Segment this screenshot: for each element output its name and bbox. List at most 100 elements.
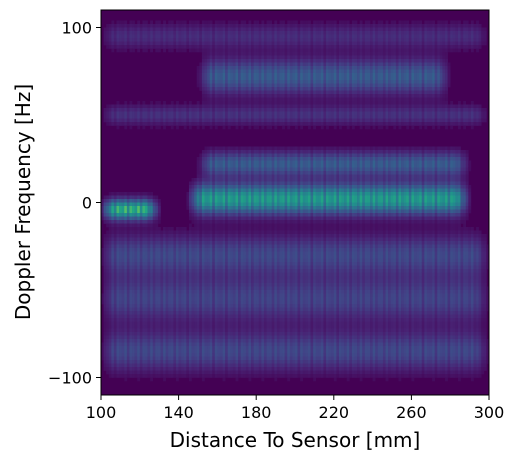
heatmap-cell	[253, 223, 257, 228]
heatmap-cell	[204, 325, 208, 329]
heatmap-cell	[199, 335, 203, 340]
heatmap-cell	[116, 213, 120, 217]
heatmap-cell	[230, 328, 234, 333]
heatmap-cell	[163, 283, 166, 287]
heatmap-cell	[201, 80, 205, 84]
heatmap-cell	[235, 279, 239, 284]
heatmap-cell	[240, 307, 244, 312]
heatmap-cell	[201, 94, 205, 98]
heatmap-cell	[258, 332, 262, 336]
heatmap-cell	[212, 276, 216, 280]
heatmap-cell	[258, 234, 262, 238]
heatmap-cell	[137, 304, 141, 308]
heatmap-cell	[150, 286, 154, 291]
heatmap-cell	[144, 251, 148, 256]
heatmap-cell	[199, 185, 203, 189]
heatmap-cell	[144, 241, 148, 245]
heatmap-cell	[126, 108, 130, 112]
heatmap-cell	[245, 188, 249, 193]
heatmap-cell	[124, 213, 128, 217]
heatmap-cell	[129, 45, 133, 49]
heatmap-cell	[222, 276, 226, 280]
heatmap-cell	[139, 265, 143, 270]
heatmap-cell	[194, 20, 198, 25]
heatmap-cell	[157, 199, 161, 203]
heatmap-cell	[219, 248, 223, 252]
heatmap-cell	[258, 244, 262, 249]
heatmap-cell	[235, 62, 239, 67]
heatmap-cell	[240, 27, 244, 32]
heatmap-cell	[251, 97, 254, 102]
heatmap-cell	[113, 290, 117, 294]
heatmap-cell	[163, 272, 166, 277]
heatmap-cell	[238, 283, 241, 287]
heatmap-cell	[196, 269, 200, 273]
heatmap-cell	[238, 335, 241, 340]
heatmap-cell	[235, 48, 239, 53]
heatmap-cell	[245, 122, 249, 126]
heatmap-cell	[256, 45, 260, 49]
heatmap-cell	[207, 188, 210, 193]
heatmap-cell	[129, 202, 133, 207]
heatmap-cell	[222, 230, 226, 235]
heatmap-cell	[261, 153, 265, 158]
heatmap-cell	[196, 188, 200, 193]
heatmap-cell	[258, 164, 262, 168]
heatmap-cell	[209, 272, 213, 277]
heatmap-cell	[235, 167, 239, 172]
heatmap-cell	[111, 265, 115, 270]
heatmap-cell	[248, 286, 252, 291]
heatmap-cell	[157, 206, 161, 210]
heatmap-cell	[266, 24, 270, 28]
heatmap-cell	[212, 45, 216, 49]
heatmap-cell	[108, 227, 112, 231]
heatmap-cell	[103, 202, 107, 207]
heatmap-cell	[232, 209, 236, 214]
heatmap-cell	[108, 307, 112, 312]
heatmap-cell	[132, 206, 135, 210]
heatmap-cell	[245, 66, 249, 70]
heatmap-cell	[235, 216, 239, 221]
heatmap-cell	[245, 181, 249, 186]
heatmap-cell	[217, 94, 221, 98]
heatmap-cell	[186, 202, 190, 207]
heatmap-cell	[101, 209, 104, 214]
heatmap-cell	[245, 209, 249, 214]
heatmap-cell	[256, 370, 260, 375]
heatmap-cell	[238, 111, 241, 116]
heatmap-cell	[119, 223, 122, 228]
heatmap-cell	[194, 360, 198, 364]
heatmap-cell	[235, 108, 239, 112]
heatmap-cell	[209, 234, 213, 238]
heatmap-cell	[232, 97, 236, 102]
heatmap-cell	[124, 360, 128, 364]
heatmap-cell	[235, 174, 239, 179]
heatmap-cell	[134, 325, 138, 329]
heatmap-cell	[217, 153, 221, 158]
heatmap-cell	[235, 283, 239, 287]
heatmap-cell	[263, 339, 267, 343]
heatmap-cell	[168, 325, 172, 329]
heatmap-cell	[225, 244, 229, 249]
heatmap-cell	[199, 283, 203, 287]
heatmap-cell	[230, 146, 234, 151]
heatmap-cell	[263, 185, 267, 189]
heatmap-cell	[119, 290, 122, 294]
heatmap-cell	[235, 328, 239, 333]
heatmap-cell	[235, 206, 239, 210]
heatmap-cell	[214, 115, 218, 119]
heatmap-cell	[258, 209, 262, 214]
heatmap-cell	[165, 227, 169, 231]
heatmap-cell	[157, 41, 161, 46]
heatmap-cell	[113, 265, 117, 270]
heatmap-cell	[230, 27, 234, 32]
heatmap-cell	[116, 269, 120, 273]
heatmap-cell	[178, 255, 182, 259]
heatmap-cell	[266, 244, 270, 249]
heatmap-cell	[251, 230, 254, 235]
heatmap-cell	[188, 318, 192, 322]
heatmap-cell	[170, 325, 174, 329]
heatmap-cell	[199, 300, 203, 305]
heatmap-cell	[113, 342, 117, 347]
heatmap-cell	[152, 237, 156, 242]
